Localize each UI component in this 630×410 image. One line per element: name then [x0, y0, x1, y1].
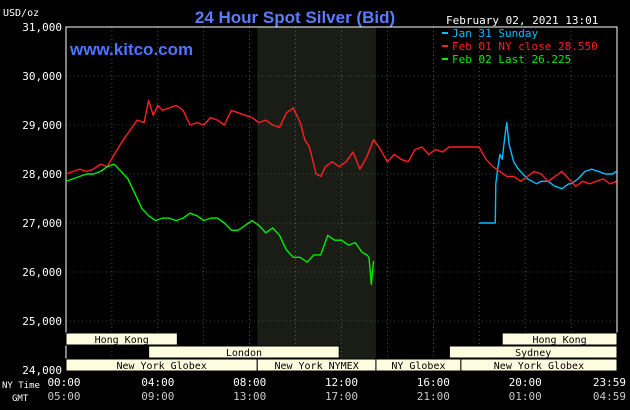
session-hong-kong-1-box: [65, 332, 178, 346]
legend-label-1: Jan 31 Sunday: [452, 27, 538, 40]
series-line-2: [65, 99, 617, 188]
series-line-1: [479, 121, 617, 224]
x-tick-gmt: 21:00: [417, 390, 450, 403]
x-tick-ny: 08:00: [233, 376, 266, 389]
y-tick-label: 28,000: [22, 168, 62, 181]
y-tick-label: 29,000: [22, 119, 62, 132]
session-london-box: [148, 345, 340, 359]
session-bands: Hong Kong Hong Kong London Sydney New York G…: [65, 332, 618, 372]
session-ny-globex-3-label: New York Globex: [494, 361, 584, 372]
chart-title: 24 Hour Spot Silver (Bid): [195, 8, 395, 27]
y-tick-label: 30,000: [22, 70, 62, 83]
x-tick-gmt: 01:00: [509, 390, 542, 403]
x-tick-gmt: 05:00: [47, 390, 80, 403]
legend-label-3: Feb 02 Last 26.225: [452, 53, 571, 66]
session-ny-globex-3-box: [460, 358, 618, 372]
gmt-row-label: GMT: [12, 394, 29, 404]
session-london-label: London: [226, 348, 262, 359]
y-tick-label: 25,000: [22, 315, 62, 328]
y-tick-label: 24,000: [22, 364, 62, 377]
x-tick-gmt: 17:00: [325, 390, 358, 403]
date-text: February 02, 2021 13:01: [446, 14, 598, 27]
x-tick-gmt: 04:59: [593, 390, 626, 403]
series-lines: [65, 99, 617, 285]
x-tick-gmt: 09:00: [141, 390, 174, 403]
session-hong-kong-2-box: [501, 332, 618, 346]
legend-label-2: Feb 01 NY close 28.550: [452, 40, 598, 53]
x-tick-ny: 00:00: [47, 376, 80, 389]
y-tick-label: 31,000: [22, 21, 62, 34]
watermark: www.kitco.com: [69, 40, 193, 59]
nymex-session-shade: [257, 27, 376, 370]
session-sydney-label: Sydney: [515, 348, 551, 359]
session-ny-nymex-label: New York NYMEX: [274, 361, 358, 372]
y-tick-label: 27,000: [22, 217, 62, 230]
session-hong-kong-1-label: Hong Kong: [95, 335, 149, 346]
x-tick-gmt: 13:00: [233, 390, 266, 403]
session-ny-globex-1-label: New York Globex: [116, 361, 206, 372]
x-tick-ny: 23:59: [593, 376, 626, 389]
series-line-3: [65, 163, 375, 285]
ny-time-row-label: NY Time: [2, 381, 40, 391]
x-tick-ny: 16:00: [417, 376, 450, 389]
x-tick-ny: 04:00: [141, 376, 174, 389]
y-tick-labels: 31,000 30,000 29,000 28,000 27,000 26,000 25,0…: [22, 21, 62, 377]
session-hong-kong-2-label: Hong Kong: [533, 335, 587, 346]
x-tick-ny: 20:00: [509, 376, 542, 389]
session-sydney-box: [448, 345, 618, 359]
y-axis-label: USD/oz: [3, 8, 39, 19]
x-tick-ny: 12:00: [325, 376, 358, 389]
y-tick-label: 26,000: [22, 266, 62, 279]
session-ny-globex-2-label: NY Globex: [391, 361, 445, 372]
